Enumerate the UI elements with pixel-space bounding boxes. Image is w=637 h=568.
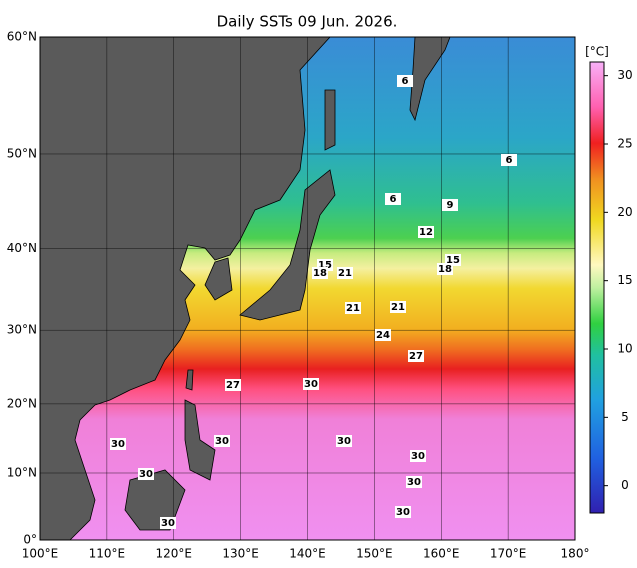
x-tick-label: 130°E <box>222 547 259 561</box>
x-tick-label: 100°E <box>22 547 59 561</box>
land <box>39 36 451 541</box>
colorbar-tick-label: 20 <box>617 205 632 219</box>
contour-label-box <box>442 199 458 211</box>
contour-label-box <box>410 450 426 462</box>
contour-label-box <box>160 517 176 529</box>
contour-label-box <box>312 267 328 279</box>
contour-label-box <box>390 301 406 313</box>
contour-label-box <box>345 302 361 314</box>
contour-label-box <box>138 468 154 480</box>
contour-label-box <box>418 226 434 238</box>
contour-label-box <box>375 329 391 341</box>
contour-label: 30 <box>111 439 125 450</box>
contour-label: 18 <box>438 264 452 275</box>
x-tick-label: 110°E <box>89 547 126 561</box>
contour-label-box <box>110 438 126 450</box>
contour-label: 6 <box>506 155 513 166</box>
x-tick-label: 160°E <box>423 547 460 561</box>
contour-label: 6 <box>390 194 397 205</box>
contour-label-box <box>501 154 517 166</box>
y-tick-label: 30°N <box>7 323 37 337</box>
contour-label: 30 <box>407 477 421 488</box>
contour-label: 30 <box>411 451 425 462</box>
contour-label: 27 <box>409 351 423 362</box>
contour-label: 18 <box>313 268 327 279</box>
contour-label: 12 <box>419 227 433 238</box>
y-tick-label: 10°N <box>7 465 37 479</box>
contour-label: 9 <box>447 200 454 211</box>
colorbar <box>589 61 605 514</box>
contour-label: 6 <box>402 76 409 87</box>
y-tick-label: 50°N <box>7 146 37 160</box>
contour-label: 30 <box>396 507 410 518</box>
contour-label: 24 <box>376 330 390 341</box>
map-title: Daily SSTs 09 Jun. 2026. <box>217 13 398 31</box>
contour-label-box <box>225 379 241 391</box>
y-tick-label: 60°N <box>7 30 37 44</box>
colorbar-tick-label: 5 <box>621 410 629 424</box>
contour-label-box <box>408 350 424 362</box>
x-tick-label: 180° <box>561 547 590 561</box>
x-tick-label: 170°E <box>490 547 527 561</box>
x-tick-label: 150°E <box>356 547 393 561</box>
contour-label: 21 <box>338 268 352 279</box>
contour-label-box <box>437 263 453 275</box>
colorbar-tick-label: 15 <box>617 273 632 287</box>
colorbar-tick-label: 25 <box>617 137 632 151</box>
y-tick-label: 0° <box>23 533 37 547</box>
contour-label: 30 <box>139 469 153 480</box>
x-tick-label: 140°E <box>289 547 326 561</box>
colorbar-tick-label: 30 <box>617 68 632 82</box>
contour-label-box <box>395 506 411 518</box>
colorbar-tick-label: 0 <box>621 478 629 492</box>
y-tick-label: 20°N <box>7 396 37 410</box>
colorbar-label: [°C] <box>585 45 609 59</box>
y-tick-label: 40°N <box>7 241 37 255</box>
contour-label: 30 <box>161 518 175 529</box>
contour-label-box <box>214 435 230 447</box>
contour-label-box <box>336 435 352 447</box>
contour-label-box <box>303 378 319 390</box>
contour-label-box <box>385 193 401 205</box>
contour-label: 30 <box>337 436 351 447</box>
contour-label-box <box>337 267 353 279</box>
contour-label-box <box>397 75 413 87</box>
contour-label: 15 <box>318 260 332 271</box>
contour-label: 30 <box>215 436 229 447</box>
contour-label: 21 <box>391 302 405 313</box>
colorbar-tick-label: 10 <box>617 342 632 356</box>
contour-label: 21 <box>346 303 360 314</box>
contour-label: 27 <box>226 380 240 391</box>
contour-label: 15 <box>446 255 460 266</box>
x-tick-label: 120°E <box>156 547 193 561</box>
contour-label: 30 <box>304 379 318 390</box>
contour-label-box <box>406 476 422 488</box>
